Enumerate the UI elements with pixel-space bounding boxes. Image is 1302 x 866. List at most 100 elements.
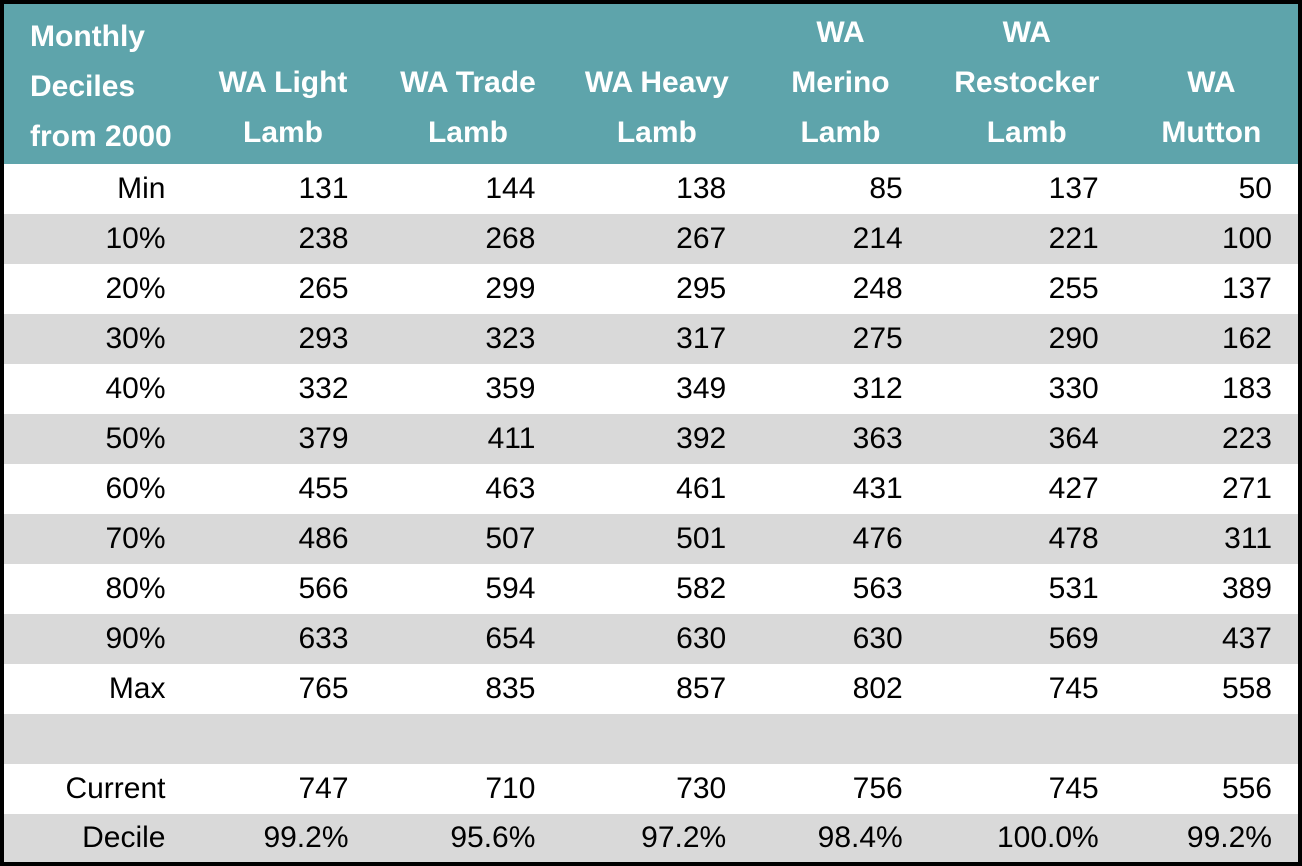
column-header-line: Restocker xyxy=(954,66,1100,99)
row-label-cell: 10% xyxy=(105,222,166,255)
table-row: 90% 633 654 630 630 569 437 xyxy=(2,614,1300,664)
column-header: WA Mutton xyxy=(1124,2,1300,164)
value-cell: 747 xyxy=(298,772,349,805)
value-cell: 99.2% xyxy=(263,821,349,854)
value-cell: 162 xyxy=(1221,322,1272,355)
value-cell: 317 xyxy=(676,322,727,355)
row-label-cell: Min xyxy=(117,172,166,205)
column-header: WA Trade Lamb xyxy=(374,2,562,164)
value-cell: 463 xyxy=(485,472,536,505)
table-row: 20% 265 299 295 248 255 137 xyxy=(2,264,1300,314)
value-cell: 730 xyxy=(676,772,727,805)
value-cell: 137 xyxy=(1221,272,1272,305)
row-label-cell: 90% xyxy=(105,622,166,655)
table-row: 40% 332 359 349 312 330 183 xyxy=(2,364,1300,414)
value-cell: 710 xyxy=(485,772,536,805)
value-cell: 582 xyxy=(676,572,727,605)
value-cell: 144 xyxy=(485,172,536,205)
value-cell: 99.2% xyxy=(1186,821,1272,854)
value-cell: 290 xyxy=(1048,322,1099,355)
value-cell: 267 xyxy=(676,222,727,255)
column-header-line: Merino xyxy=(791,66,890,99)
value-cell: 379 xyxy=(298,422,349,455)
value-cell: 745 xyxy=(1048,772,1099,805)
value-cell: 437 xyxy=(1221,622,1272,655)
row-label-cell: 60% xyxy=(105,472,166,505)
value-cell: 392 xyxy=(676,422,727,455)
column-header-line: WA Light xyxy=(218,66,348,99)
value-cell: 359 xyxy=(485,372,536,405)
value-cell: 275 xyxy=(852,322,903,355)
column-header-line: WA Heavy xyxy=(584,66,729,99)
value-cell: 745 xyxy=(1048,672,1099,705)
value-cell: 97.2% xyxy=(641,821,727,854)
value-cell: 248 xyxy=(852,272,903,305)
column-header-line: Lamb xyxy=(243,116,324,149)
value-cell xyxy=(192,714,375,764)
value-cell: 255 xyxy=(1048,272,1099,305)
row-label-cell: 70% xyxy=(105,522,166,555)
column-header-line: WA xyxy=(1187,66,1236,99)
value-cell: 214 xyxy=(852,222,903,255)
value-cell: 323 xyxy=(485,322,536,355)
value-cell: 633 xyxy=(298,622,349,655)
value-cell: 566 xyxy=(298,572,349,605)
table-row: 30% 293 323 317 275 290 162 xyxy=(2,314,1300,364)
value-cell: 85 xyxy=(869,172,903,205)
value-cell: 299 xyxy=(485,272,536,305)
value-cell xyxy=(929,714,1125,764)
row-label-cell: Decile xyxy=(82,821,166,854)
column-header-line: Lamb xyxy=(986,116,1067,149)
table-title-line: Monthly xyxy=(30,20,145,53)
value-cell: 349 xyxy=(676,372,727,405)
column-header-line: WA Trade xyxy=(400,66,536,99)
column-header: WA Light Lamb xyxy=(191,2,375,164)
value-cell: 100 xyxy=(1221,222,1272,255)
column-header-line: Lamb xyxy=(800,116,881,149)
value-cell: 630 xyxy=(676,622,727,655)
value-cell: 137 xyxy=(1048,172,1099,205)
row-label-cell: 50% xyxy=(105,422,166,455)
table-row xyxy=(2,714,1300,764)
value-cell: 563 xyxy=(852,572,903,605)
table-row: 60% 455 463 461 431 427 271 xyxy=(2,464,1300,514)
value-cell: 363 xyxy=(852,422,903,455)
table-row: 10% 238 268 267 214 221 100 xyxy=(2,214,1300,264)
value-cell: 569 xyxy=(1048,622,1099,655)
table-row: 50% 379 411 392 363 364 223 xyxy=(2,414,1300,464)
value-cell: 558 xyxy=(1221,672,1272,705)
value-cell: 765 xyxy=(298,672,349,705)
table-row: 80% 566 594 582 563 531 389 xyxy=(2,564,1300,614)
value-cell: 332 xyxy=(298,372,349,405)
column-header: WA Heavy Lamb xyxy=(561,2,753,164)
column-header: WA Restocker Lamb xyxy=(928,2,1125,164)
table-title-cell: Monthly Deciles from 2000 xyxy=(2,2,192,164)
value-cell: 756 xyxy=(852,772,903,805)
value-cell xyxy=(561,714,752,764)
value-cell: 857 xyxy=(676,672,727,705)
table-title-line: Deciles xyxy=(30,70,136,103)
value-cell: 183 xyxy=(1221,372,1272,405)
value-cell: 507 xyxy=(485,522,536,555)
value-cell: 461 xyxy=(676,472,727,505)
row-label-cell xyxy=(2,714,192,764)
value-cell: 364 xyxy=(1048,422,1099,455)
value-cell: 330 xyxy=(1048,372,1099,405)
value-cell: 221 xyxy=(1048,222,1099,255)
value-cell: 311 xyxy=(1224,522,1272,555)
value-cell: 431 xyxy=(852,472,903,505)
table-row: Current 747 710 730 756 745 556 xyxy=(2,764,1300,814)
value-cell: 531 xyxy=(1048,572,1099,605)
value-cell: 478 xyxy=(1048,522,1099,555)
value-cell: 802 xyxy=(852,672,903,705)
value-cell: 486 xyxy=(298,522,349,555)
value-cell: 95.6% xyxy=(450,821,536,854)
table-row: Min 131 144 138 85 137 50 xyxy=(2,164,1300,214)
value-cell: 594 xyxy=(485,572,536,605)
value-cell: 223 xyxy=(1221,422,1272,455)
value-cell: 50 xyxy=(1238,172,1272,205)
row-label-cell: 20% xyxy=(105,272,166,305)
column-header-line: Lamb xyxy=(427,116,508,149)
value-cell: 312 xyxy=(852,372,903,405)
